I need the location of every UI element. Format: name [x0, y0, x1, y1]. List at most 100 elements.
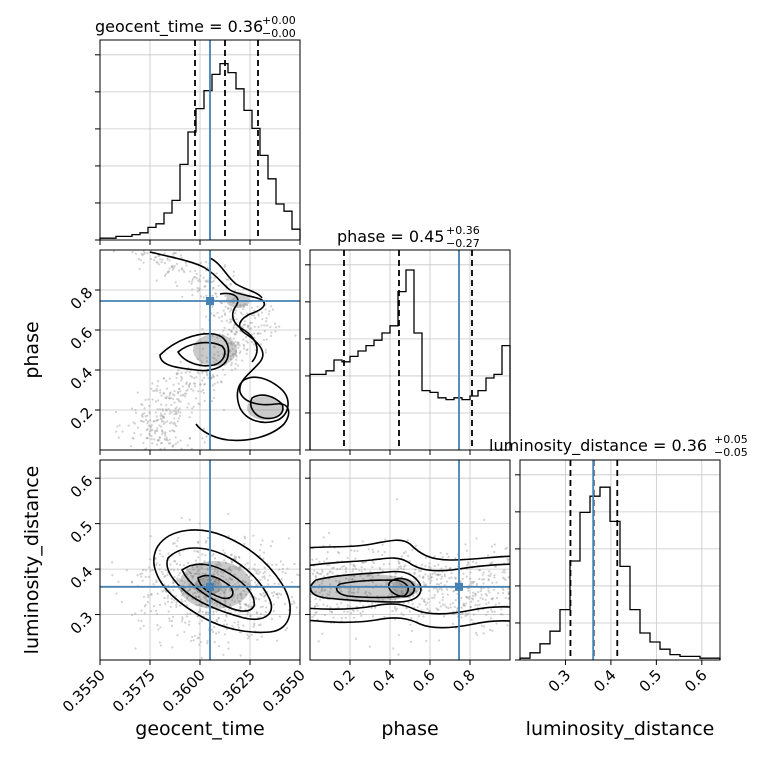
sample-dot — [199, 383, 202, 386]
sample-dot — [136, 574, 139, 577]
sample-dot — [236, 594, 240, 597]
sample-dot — [111, 574, 114, 577]
sample-dot — [227, 579, 230, 582]
sample-dot — [236, 341, 239, 344]
sample-dot — [179, 439, 182, 442]
sample-dot — [155, 429, 158, 432]
sample-dot — [134, 409, 137, 412]
sample-dot — [227, 641, 230, 644]
sample-dot — [127, 424, 130, 427]
sample-dot — [201, 347, 205, 350]
sample-dot — [178, 563, 182, 566]
sample-dot — [142, 250, 145, 253]
y-tick-label: 0.5 — [67, 517, 97, 547]
sample-dot — [315, 602, 318, 605]
sample-dot — [463, 604, 467, 607]
sample-dot — [171, 397, 175, 401]
sample-dot — [168, 392, 172, 395]
sample-dot — [182, 269, 185, 272]
sample-dot — [427, 597, 430, 601]
sample-dot — [130, 580, 134, 583]
sample-dot — [186, 612, 189, 615]
sample-dot — [485, 594, 488, 597]
sample-dot — [223, 599, 226, 602]
sample-dot — [246, 348, 249, 351]
sample-dot — [327, 531, 331, 535]
truth-marker — [455, 582, 463, 591]
sample-dot — [218, 589, 221, 592]
sample-dot — [166, 439, 169, 442]
sample-dot — [286, 567, 289, 570]
title-luminosity-distance-minus: −0.05 — [714, 446, 748, 459]
sample-dot — [213, 314, 216, 318]
sample-dot — [285, 626, 289, 630]
sample-dot — [132, 437, 135, 440]
sample-dot — [232, 270, 235, 273]
sample-dot — [367, 548, 370, 551]
sample-dot — [187, 384, 190, 387]
sample-dot — [239, 654, 242, 657]
sample-dot — [200, 656, 203, 660]
sample-dot — [234, 362, 237, 365]
sample-dot — [234, 588, 237, 591]
sample-dot — [202, 577, 205, 580]
sample-dot — [351, 570, 354, 573]
sample-dot — [143, 407, 146, 410]
sample-dot — [318, 560, 321, 563]
sample-dot — [454, 557, 457, 560]
sample-dot — [180, 516, 183, 520]
sample-dot — [232, 301, 235, 304]
sample-dot — [168, 259, 171, 262]
sample-dot — [174, 595, 177, 598]
sample-dot — [161, 570, 164, 573]
sample-dot — [194, 559, 198, 562]
sample-dot — [215, 620, 219, 623]
sample-dot — [217, 631, 220, 634]
sample-dot — [331, 571, 334, 574]
sample-dot — [221, 333, 224, 337]
title-luminosity-distance-plus: +0.05 — [714, 433, 748, 446]
sample-dot — [146, 252, 149, 255]
sample-dot — [326, 572, 330, 575]
sample-dot — [197, 595, 201, 599]
sample-dot — [164, 408, 167, 411]
sample-dot — [116, 425, 119, 428]
sample-dot — [206, 279, 209, 282]
sample-dot — [437, 573, 440, 577]
sample-dot — [156, 418, 160, 422]
sample-dot — [501, 571, 504, 574]
x-tick-label: 0.6 — [409, 666, 439, 696]
sample-dot — [131, 436, 134, 440]
sample-dot — [160, 442, 163, 445]
sample-dot — [481, 597, 485, 601]
sample-dot — [475, 537, 478, 540]
sample-dot — [435, 573, 438, 576]
sample-dot — [242, 305, 246, 309]
sample-dot — [502, 588, 505, 591]
sample-dot — [216, 336, 219, 339]
panel-bg-2-1 — [310, 460, 510, 660]
sample-dot — [183, 581, 186, 584]
sample-dot — [159, 391, 162, 394]
sample-dot — [156, 429, 159, 432]
sample-dot — [159, 403, 163, 406]
sample-dot — [229, 577, 232, 580]
sample-dot — [230, 341, 233, 344]
sample-dot — [157, 628, 160, 631]
sample-dot — [244, 608, 247, 611]
sample-dot — [399, 567, 403, 570]
sample-dot — [230, 329, 233, 332]
y-tick-label: 0.6 — [67, 324, 97, 354]
sample-dot — [161, 430, 164, 433]
sample-dot — [228, 328, 231, 331]
sample-dot — [184, 395, 187, 398]
sample-dot — [204, 554, 207, 557]
sample-dot — [193, 376, 196, 380]
sample-dot — [195, 277, 198, 280]
sample-dot — [195, 376, 198, 379]
sample-dot — [184, 621, 187, 624]
sample-dot — [155, 387, 159, 391]
sample-dot — [230, 330, 233, 333]
y-tick-label: 0.8 — [67, 284, 97, 314]
